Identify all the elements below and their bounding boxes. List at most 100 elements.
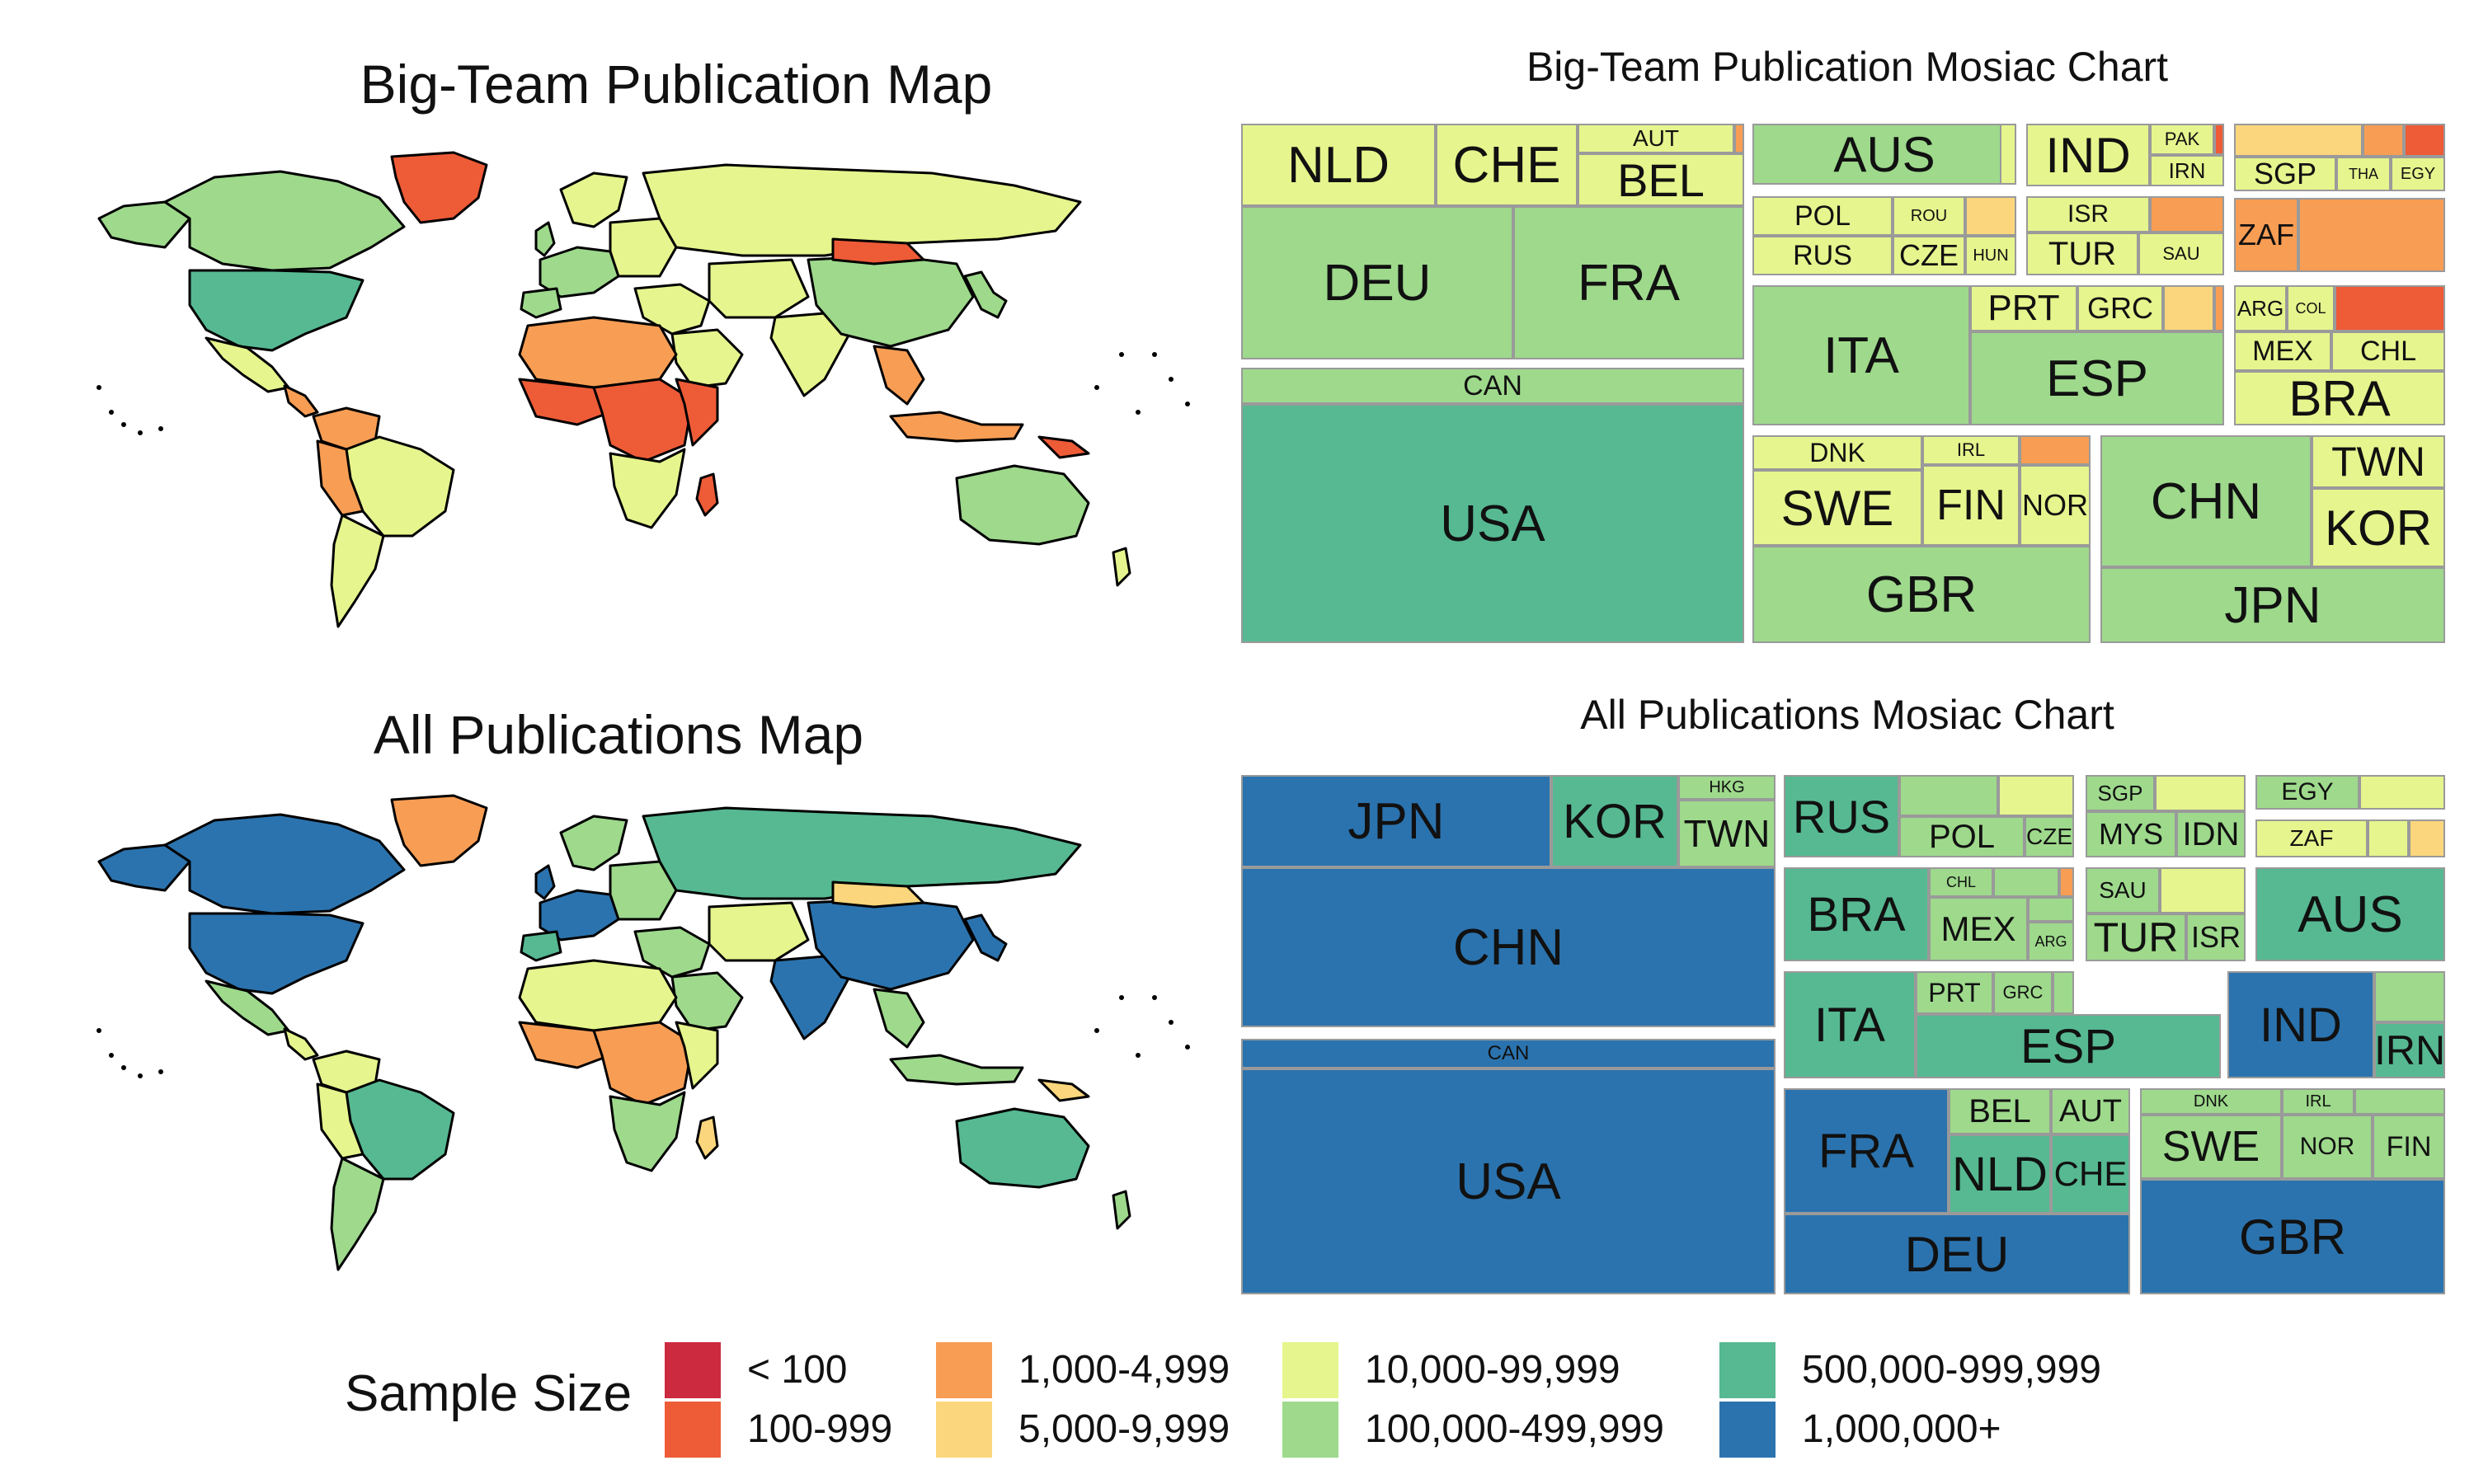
mosaic-tile-bra: BRA xyxy=(1784,867,1929,961)
map-region-turkey-me xyxy=(633,926,711,979)
mosaic-tile-mys: MYS xyxy=(2086,811,2176,857)
mosaic-tile-label: CHL xyxy=(1945,873,1976,890)
mosaic-tile-rus: RUS xyxy=(1784,775,1899,857)
mosaic-tile-label: AUT xyxy=(1633,125,1679,151)
mosaic-tile-label: NOR xyxy=(2299,1133,2355,1160)
map-island-0 xyxy=(96,385,101,390)
map-region-scandinavia xyxy=(559,815,628,871)
mosaic-tile-label: SAU xyxy=(2099,877,2147,903)
mosaic-tile-label: TWN xyxy=(1683,812,1771,855)
mosaic-tile-bra: BRA xyxy=(2234,371,2445,425)
mosaic-tile-small xyxy=(2020,435,2091,465)
mosaic-tile-label: GBR xyxy=(2238,1209,2347,1265)
mosaic-tile-hkg: HKG xyxy=(1678,775,1776,800)
mosaic-tile-ind: IND xyxy=(2026,124,2150,186)
legend-label-c500k_999k: 500,000-999,999 xyxy=(1802,1348,2101,1392)
map-region-new-zealand xyxy=(1112,1190,1131,1230)
mosaic-tile-chn: CHN xyxy=(1241,867,1776,1027)
map-region-arabia xyxy=(670,971,744,1032)
mosaic-tile-label: RUS xyxy=(1793,239,1852,271)
mosaic-tile-label: NLD xyxy=(1286,136,1390,194)
mosaic-tile-label: SWE xyxy=(2161,1123,2260,1171)
mosaic-tile-small xyxy=(1734,124,1744,153)
map-region-turkey-me xyxy=(633,283,711,336)
legend-swatch-lt100 xyxy=(665,1342,721,1398)
map-region-korea-japan xyxy=(963,913,1008,962)
map-region-mexico xyxy=(205,979,290,1036)
map-region-argentina-chile xyxy=(330,514,385,628)
all-publications-mosaic-title: All Publications Mosiac Chart xyxy=(1580,692,2114,738)
map-island-8 xyxy=(1136,410,1141,415)
mosaic-tile-label: POL xyxy=(1928,818,1996,855)
map-region-mongolia xyxy=(831,881,925,909)
mosaic-tile-prt: PRT xyxy=(1916,971,1993,1014)
map-region-brazil xyxy=(345,1078,455,1181)
mosaic-tile-small xyxy=(2163,285,2214,331)
mosaic-tile-label: PRT xyxy=(1928,977,1981,1007)
mosaic-tile-grc: GRC xyxy=(2077,285,2163,331)
map-region-southeast-asia xyxy=(872,988,925,1049)
map-region-southern-africa xyxy=(609,448,686,529)
mosaic-tile-label: FRA xyxy=(1818,1124,1914,1178)
map-region-mongolia xyxy=(831,237,925,265)
map-island-8 xyxy=(1136,1053,1141,1058)
mosaic-tile-label: JPN xyxy=(2224,576,2321,634)
mosaic-tile-fra: FRA xyxy=(1513,206,1744,359)
mosaic-tile-label: USA xyxy=(1440,495,1545,552)
mosaic-tile-zaf: ZAF xyxy=(2234,198,2298,272)
mosaic-tile-small xyxy=(2404,124,2445,157)
mosaic-tile-kor: KOR xyxy=(2312,488,2445,567)
mosaic-tile-sgp: SGP xyxy=(2234,157,2336,191)
mosaic-tile-egy: EGY xyxy=(2255,775,2359,810)
map-region-new-zealand xyxy=(1112,547,1131,587)
map-region-iberia xyxy=(520,930,562,962)
mosaic-tile-label: BRA xyxy=(2288,371,2391,425)
mosaic-tile-dnk: DNK xyxy=(2140,1088,2282,1115)
map-region-madagascar xyxy=(695,1115,719,1160)
mosaic-tile-aut: AUT xyxy=(1578,124,1734,153)
map-region-scandinavia xyxy=(559,171,628,228)
mosaic-tile-zaf: ZAF xyxy=(2255,819,2368,857)
map-island-3 xyxy=(138,1073,143,1078)
map-island-1 xyxy=(109,1053,114,1058)
mosaic-tile-gbr: GBR xyxy=(2140,1179,2445,1294)
mosaic-tile-twn: TWN xyxy=(1678,800,1776,867)
mosaic-tile-usa: USA xyxy=(1241,1068,1776,1294)
big-team-map-title: Big-Team Publication Map xyxy=(360,54,993,115)
map-region-west-africa xyxy=(518,1021,612,1069)
mosaic-tile-label: TWN xyxy=(2331,439,2425,485)
mosaic-tile-label: RUS xyxy=(1792,790,1891,843)
mosaic-tile-label: ITA xyxy=(1823,326,1899,384)
map-region-central-america xyxy=(283,384,319,418)
mosaic-tile-label: SAU xyxy=(2162,243,2200,264)
map-region-korea-japan xyxy=(963,270,1008,319)
map-island-9 xyxy=(1094,1028,1099,1033)
mosaic-tile-prt: PRT xyxy=(1970,285,2077,331)
mosaic-tile-small xyxy=(1899,775,1998,816)
mosaic-tile-nor: NOR xyxy=(2282,1115,2373,1179)
map-region-western-europe xyxy=(539,246,620,298)
mosaic-tile-label: IND xyxy=(2045,127,2131,183)
map-region-usa xyxy=(188,912,365,995)
mosaic-tile-nld: NLD xyxy=(1949,1134,2051,1214)
mosaic-tile-label: COL xyxy=(2295,299,2326,317)
mosaic-tile-label: NOR xyxy=(2022,488,2088,522)
map-region-iberia xyxy=(520,287,562,319)
map-region-alaska xyxy=(97,843,191,892)
mosaic-tile-rus: RUS xyxy=(1752,236,1893,275)
mosaic-tile-ind: IND xyxy=(2227,971,2374,1078)
mosaic-tile-label: CZE xyxy=(1899,238,1959,272)
mosaic-tile-nor: NOR xyxy=(2020,465,2091,546)
all-publications-mosaic-chart: JPN KOR HKG TWN CHN CAN USA RUS POL CZE SGP MYS IDN E… xyxy=(1241,775,2445,1294)
map-island-10 xyxy=(1119,352,1124,357)
big-team-mosaic-title: Big-Team Publication Mosiac Chart xyxy=(1526,44,2169,90)
mosaic-tile-label: SWE xyxy=(1780,480,1894,536)
mosaic-tile-small xyxy=(2000,124,2016,185)
map-region-brazil xyxy=(345,435,455,538)
mosaic-tile-label: FIN xyxy=(2386,1130,2432,1162)
mosaic-tile-sgp: SGP xyxy=(2086,775,2155,811)
mosaic-tile-chl: CHL xyxy=(2331,331,2445,371)
mosaic-tile-label: IDN xyxy=(2182,815,2240,852)
mosaic-tile-deu: DEU xyxy=(1784,1214,2130,1294)
mosaic-tile-label: DNK xyxy=(1809,437,1865,467)
